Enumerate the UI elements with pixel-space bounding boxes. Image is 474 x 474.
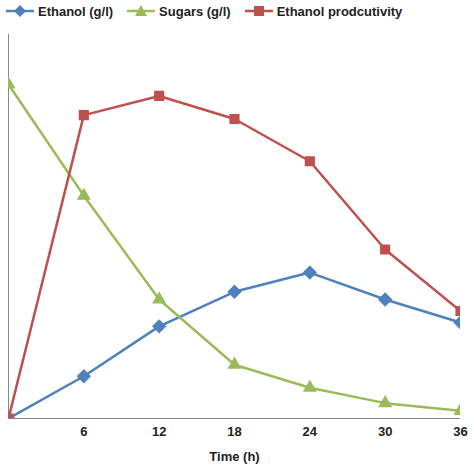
- html-text:Sugars (g/l): Sugars (g/l): [159, 3, 231, 19]
- html-text:Ethanol (g/l): Ethanol (g/l): [38, 3, 114, 19]
- svg-text:36: 36: [453, 424, 467, 439]
- svg-text:30: 30: [378, 424, 392, 439]
- svg-text:18: 18: [227, 424, 241, 439]
- svg-text:6: 6: [80, 424, 87, 439]
- svg-text:12: 12: [152, 424, 166, 439]
- svg-text:24: 24: [303, 424, 318, 439]
- svg-text:Time (h): Time (h): [209, 449, 259, 464]
- html-text:Ethanol prodcutivity: Ethanol prodcutivity: [276, 3, 403, 19]
